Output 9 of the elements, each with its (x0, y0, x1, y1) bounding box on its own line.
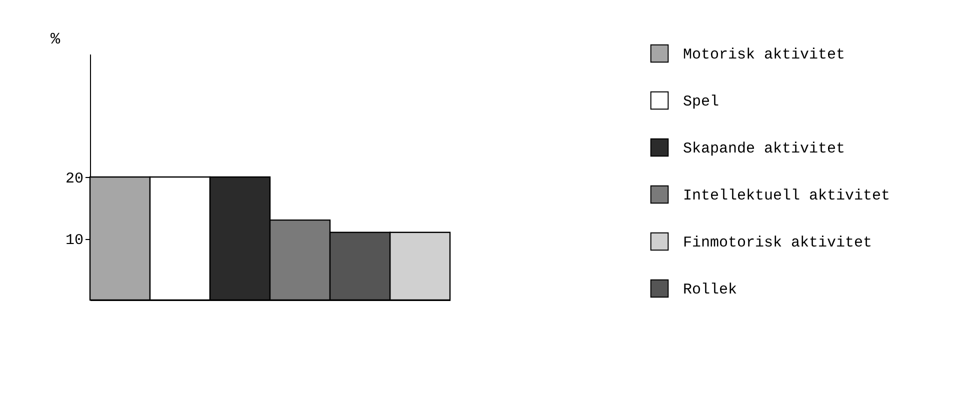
legend-label: Finmotorisk aktivitet (683, 234, 872, 252)
y-axis-title: % (50, 30, 60, 48)
y-tick-label: 10 (65, 232, 84, 249)
legend-label: Skapande aktivitet (683, 140, 846, 158)
legend-label: Intellektuell aktivitet (683, 188, 890, 204)
legend-label: Motorisk aktivitet (683, 46, 846, 64)
legend-label: Spel (683, 94, 720, 110)
y-tick-label: 20 (65, 170, 84, 188)
legend-label: Rollek (683, 282, 738, 298)
